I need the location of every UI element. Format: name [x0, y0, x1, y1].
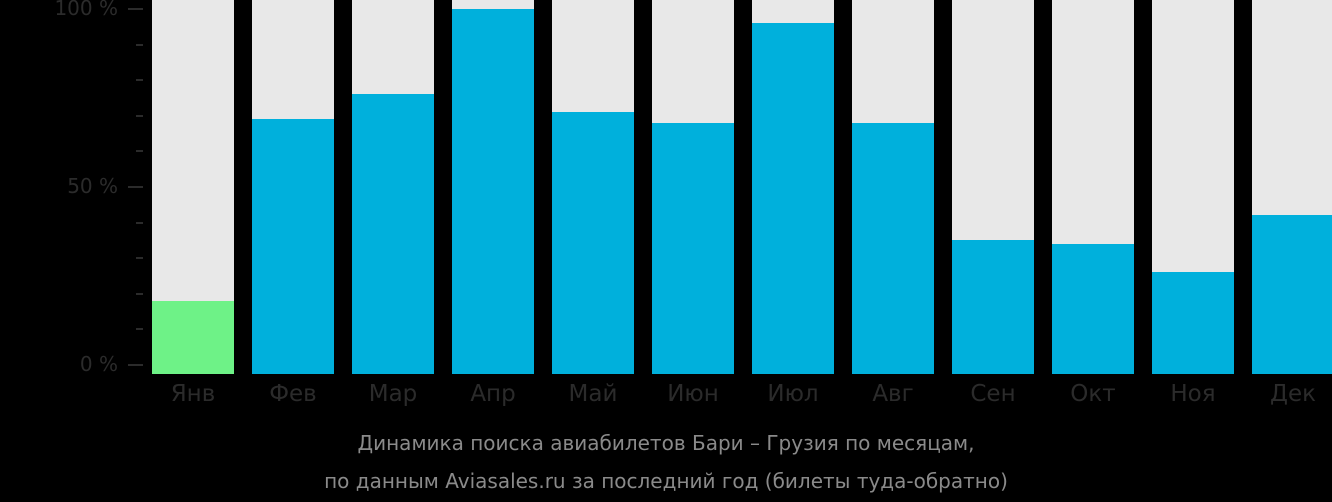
chart-subtitle: по данным Aviasales.ru за последний год … — [324, 469, 1008, 493]
bar — [752, 23, 834, 374]
y-minor-tick — [136, 292, 143, 295]
x-axis-label: Апр — [470, 381, 516, 407]
x-axis-label: Янв — [170, 381, 216, 407]
x-axis-label: Сен — [970, 381, 1016, 407]
x-axis-label: Окт — [1070, 381, 1116, 407]
bar — [152, 300, 234, 374]
x-axis-label: Июн — [667, 381, 719, 407]
y-major-tick — [128, 364, 143, 366]
y-axis-label: 0 % — [79, 352, 118, 376]
bar — [352, 94, 434, 374]
y-minor-tick — [136, 150, 143, 153]
x-axis-label: Фев — [269, 381, 317, 407]
x-axis-label: Авг — [872, 381, 914, 407]
bar — [1152, 272, 1234, 374]
x-axis-label: Ноя — [1170, 381, 1216, 407]
bar — [952, 240, 1034, 374]
x-axis-label: Май — [568, 381, 618, 407]
bar — [852, 122, 934, 374]
bar — [452, 9, 534, 374]
y-major-tick — [128, 186, 143, 188]
chart-title: Динамика поиска авиабилетов Бари – Грузи… — [357, 431, 975, 455]
y-minor-tick — [136, 257, 143, 260]
x-axis-label: Дек — [1269, 381, 1316, 407]
y-minor-tick — [136, 221, 143, 224]
y-axis-label: 50 % — [67, 174, 118, 198]
y-axis-label: 100 % — [54, 0, 118, 20]
x-axis-label: Июл — [767, 381, 819, 407]
bar — [1052, 243, 1134, 374]
x-axis-label: Мар — [368, 381, 418, 407]
y-major-tick — [128, 8, 143, 10]
y-minor-tick — [136, 79, 143, 82]
bar — [652, 122, 734, 374]
bar — [552, 112, 634, 374]
y-minor-tick — [136, 114, 143, 117]
y-minor-tick — [136, 328, 143, 331]
bar — [252, 119, 334, 374]
y-minor-tick — [136, 43, 143, 46]
bar — [1252, 215, 1332, 374]
